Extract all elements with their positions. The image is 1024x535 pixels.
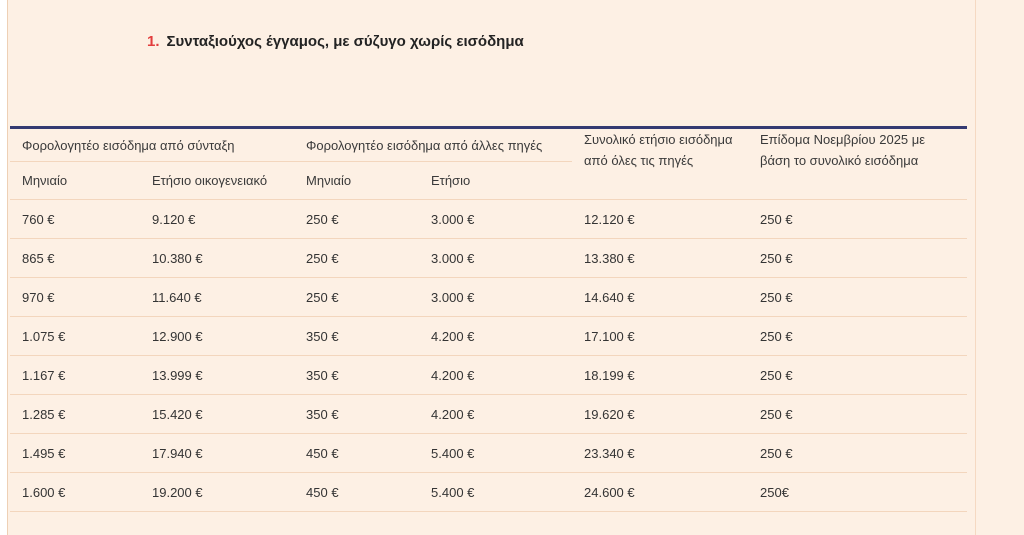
col-group-pension-income: Φορολογητέο εισόδημα από σύνταξη bbox=[10, 127, 295, 162]
table-cell: 23.340 € bbox=[572, 433, 749, 473]
table-group-header-row: Φορολογητέο εισόδημα από σύνταξη Φορολογ… bbox=[10, 127, 968, 200]
table-cell: 250 € bbox=[294, 199, 420, 239]
table-row: 970 € 11.640 € 250 € 3.000 € 14.640 € 25… bbox=[10, 277, 968, 317]
section-number: 1. bbox=[147, 33, 160, 50]
table-sub-header-row: Μηνιαίο Ετήσιο οικογενειακό Μηνιαίο Ετήσ… bbox=[10, 161, 967, 200]
col-header-november-benefit: Επίδομα Νοεμβρίου 2025 με βάση το συνολι… bbox=[748, 127, 968, 200]
table-cell: 250 € bbox=[748, 238, 968, 278]
table-cell: 250 € bbox=[294, 277, 420, 317]
article-section: 1. Συνταξιούχος έγγαμος, με σύζυγο χωρίς … bbox=[7, 0, 1024, 535]
table-cell: 3.000 € bbox=[419, 277, 573, 317]
table-cell: 5.400 € bbox=[419, 472, 573, 512]
col-header-total-annual-income: Συνολικό ετήσιο εισόδημα από όλες τις πη… bbox=[572, 127, 749, 200]
table-cell: 13.380 € bbox=[572, 238, 749, 278]
table-cell: 970 € bbox=[10, 277, 140, 317]
table-cell: 1.285 € bbox=[10, 394, 140, 434]
table-cell: 250 € bbox=[748, 277, 968, 317]
table-cell: 14.640 € bbox=[572, 277, 749, 317]
table-cell: 17.100 € bbox=[572, 316, 749, 356]
col-header-pension-annual-family: Ετήσιο οικογενειακό bbox=[140, 161, 295, 200]
table-cell: 24.600 € bbox=[572, 472, 749, 512]
table-cell: 5.400 € bbox=[419, 433, 573, 473]
table-cell: 350 € bbox=[294, 316, 420, 356]
table-cell: 3.000 € bbox=[419, 199, 573, 239]
table-cell: 450 € bbox=[294, 433, 420, 473]
col-header-other-annual: Ετήσιο bbox=[419, 161, 573, 200]
table-cell: 19.200 € bbox=[140, 472, 295, 512]
table-cell: 250 € bbox=[748, 394, 968, 434]
table-cell: 11.640 € bbox=[140, 277, 295, 317]
section-title: 1. Συνταξιούχος έγγαμος, με σύζυγο χωρίς … bbox=[147, 33, 524, 50]
table-cell: 450 € bbox=[294, 472, 420, 512]
table-cell: 1.167 € bbox=[10, 355, 140, 395]
col-group-other-income: Φορολογητέο εισόδημα από άλλες πηγές bbox=[294, 127, 573, 162]
table-row: 1.075 € 12.900 € 350 € 4.200 € 17.100 € … bbox=[10, 316, 968, 356]
table-cell: 13.999 € bbox=[140, 355, 295, 395]
table-cell: 12.120 € bbox=[572, 199, 749, 239]
col-header-other-monthly: Μηνιαίο bbox=[294, 161, 420, 200]
table-cell: 17.940 € bbox=[140, 433, 295, 473]
section-title-text: Συνταξιούχος έγγαμος, με σύζυγο χωρίς ει… bbox=[166, 33, 524, 50]
table-row: 1.600 € 19.200 € 450 € 5.400 € 24.600 € … bbox=[10, 472, 968, 512]
table-cell: 4.200 € bbox=[419, 355, 573, 395]
table-cell: 760 € bbox=[10, 199, 140, 239]
table-row: 1.167 € 13.999 € 350 € 4.200 € 18.199 € … bbox=[10, 355, 968, 395]
table-cell: 9.120 € bbox=[140, 199, 295, 239]
table-cell: 250€ bbox=[748, 472, 968, 512]
table-cell: 18.199 € bbox=[572, 355, 749, 395]
table-cell: 3.000 € bbox=[419, 238, 573, 278]
table-cell: 1.075 € bbox=[10, 316, 140, 356]
table-cell: 15.420 € bbox=[140, 394, 295, 434]
table-cell: 250 € bbox=[748, 355, 968, 395]
table-cell: 250 € bbox=[294, 238, 420, 278]
table-row: 865 € 10.380 € 250 € 3.000 € 13.380 € 25… bbox=[10, 238, 968, 278]
table-cell: 865 € bbox=[10, 238, 140, 278]
table-cell: 19.620 € bbox=[572, 394, 749, 434]
table-cell: 1.600 € bbox=[10, 472, 140, 512]
table-row: 1.285 € 15.420 € 350 € 4.200 € 19.620 € … bbox=[10, 394, 968, 434]
table-cell: 250 € bbox=[748, 433, 968, 473]
table-cell: 250 € bbox=[748, 316, 968, 356]
income-benefit-table: Φορολογητέο εισόδημα από σύνταξη Φορολογ… bbox=[10, 126, 968, 512]
table-cell: 350 € bbox=[294, 394, 420, 434]
table-cell: 10.380 € bbox=[140, 238, 295, 278]
table-cell: 12.900 € bbox=[140, 316, 295, 356]
table-cell: 4.200 € bbox=[419, 394, 573, 434]
table-row: 760 € 9.120 € 250 € 3.000 € 12.120 € 250… bbox=[10, 199, 968, 239]
table-cell: 4.200 € bbox=[419, 316, 573, 356]
right-divider-line bbox=[975, 0, 976, 535]
col-header-pension-monthly: Μηνιαίο bbox=[10, 161, 140, 200]
table-cell: 350 € bbox=[294, 355, 420, 395]
table-row: 1.495 € 17.940 € 450 € 5.400 € 23.340 € … bbox=[10, 433, 968, 473]
table-cell: 250 € bbox=[748, 199, 968, 239]
table-cell: 1.495 € bbox=[10, 433, 140, 473]
